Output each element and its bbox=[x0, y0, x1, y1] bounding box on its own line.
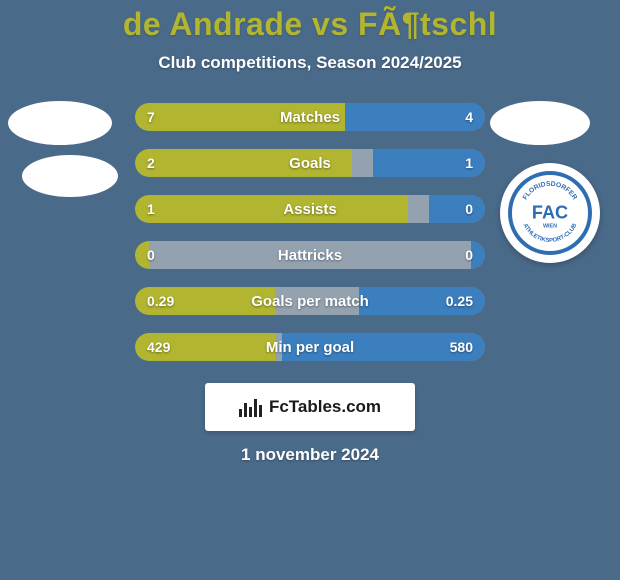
club-badge: FLORIDSDORFER ATHLETIKSPORT-CLUB FAC WIE… bbox=[500, 163, 600, 263]
club-center-text: FAC bbox=[532, 202, 568, 222]
stage: FLORIDSDORFER ATHLETIKSPORT-CLUB FAC WIE… bbox=[0, 93, 620, 580]
avatar-placeholder-left-b bbox=[22, 155, 118, 197]
avatar-placeholder-left-a bbox=[8, 101, 112, 145]
branding-text: FcTables.com bbox=[269, 397, 381, 417]
bars-icon bbox=[239, 397, 263, 417]
club-badge-svg: FLORIDSDORFER ATHLETIKSPORT-CLUB FAC WIE… bbox=[512, 171, 588, 255]
club-top-text: FLORIDSDORFER bbox=[522, 181, 578, 202]
stat-bar-left bbox=[135, 149, 352, 177]
stat-value-right: 0.25 bbox=[446, 287, 473, 315]
stat-value-left: 0.29 bbox=[147, 287, 174, 315]
club-badge-inner: FLORIDSDORFER ATHLETIKSPORT-CLUB FAC WIE… bbox=[508, 171, 592, 255]
stat-bar-left bbox=[135, 103, 345, 131]
stat-value-right: 1 bbox=[465, 149, 473, 177]
club-top-textpath: FLORIDSDORFER bbox=[522, 181, 578, 202]
stat-row: 21Goals bbox=[135, 149, 485, 177]
stat-value-right: 4 bbox=[465, 103, 473, 131]
stat-row: 00Hattricks bbox=[135, 241, 485, 269]
stat-value-left: 429 bbox=[147, 333, 170, 361]
stat-row: 0.290.25Goals per match bbox=[135, 287, 485, 315]
stat-value-left: 2 bbox=[147, 149, 155, 177]
stat-value-left: 1 bbox=[147, 195, 155, 223]
stat-value-left: 0 bbox=[147, 241, 155, 269]
page-title: de Andrade vs FÃ¶tschl bbox=[123, 6, 497, 43]
stat-row: 10Assists bbox=[135, 195, 485, 223]
stat-bar-left bbox=[135, 195, 408, 223]
branding-box: FcTables.com bbox=[205, 383, 415, 431]
subtitle: Club competitions, Season 2024/2025 bbox=[158, 53, 461, 73]
stat-value-right: 0 bbox=[465, 241, 473, 269]
stat-value-right: 580 bbox=[450, 333, 473, 361]
stat-bar-right bbox=[429, 195, 485, 223]
stat-row: 74Matches bbox=[135, 103, 485, 131]
stat-row: 429580Min per goal bbox=[135, 333, 485, 361]
stat-bar-right bbox=[471, 241, 485, 269]
avatar-placeholder-right bbox=[490, 101, 590, 145]
club-sub-text: WIEN bbox=[543, 223, 557, 229]
date-text: 1 november 2024 bbox=[0, 445, 620, 465]
stat-bars: 74Matches21Goals10Assists00Hattricks0.29… bbox=[135, 103, 485, 379]
stat-value-left: 7 bbox=[147, 103, 155, 131]
stat-bg bbox=[135, 241, 485, 269]
comparison-card: de Andrade vs FÃ¶tschl Club competitions… bbox=[0, 0, 620, 580]
stat-bar-right bbox=[345, 103, 485, 131]
stat-value-right: 0 bbox=[465, 195, 473, 223]
